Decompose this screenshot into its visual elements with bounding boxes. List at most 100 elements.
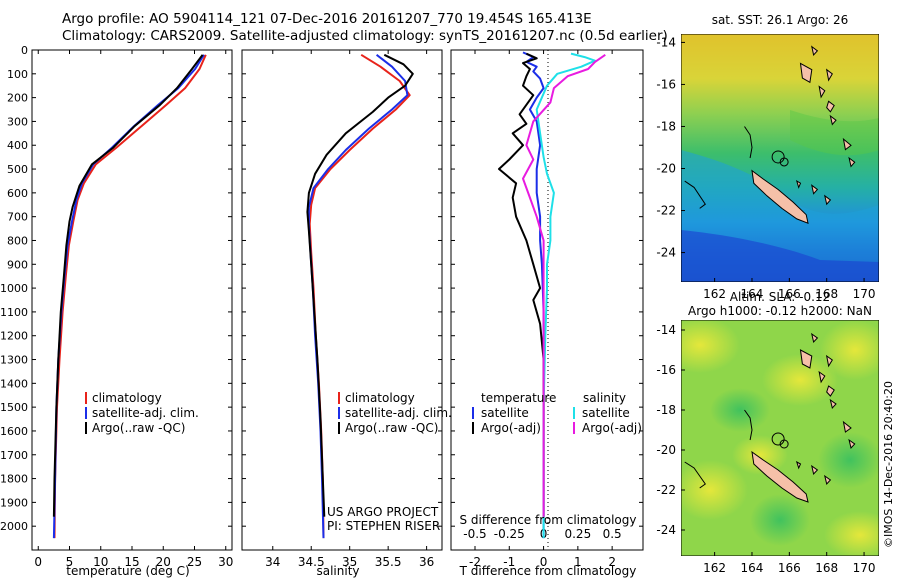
depth-tick-label: 1500 bbox=[0, 401, 28, 414]
sst-mid-water bbox=[790, 110, 879, 156]
loyalty-island bbox=[824, 474, 832, 486]
sst-lat-ticks: -14 -16 -18 -20 -22 -24 bbox=[656, 35, 685, 260]
depth-tick-label: 1900 bbox=[0, 496, 28, 509]
imos-credit: ©IMOS 14-Dec-2016 20:40:20 bbox=[882, 381, 895, 548]
lon-tick-label: 162 bbox=[703, 561, 726, 575]
difference-lines bbox=[498, 51, 606, 539]
sla-map-title1: Altim. SLA: -0.12 bbox=[730, 290, 830, 304]
sla-blob bbox=[818, 432, 879, 488]
depth-tick-label: 500 bbox=[7, 163, 28, 176]
vanuatu-island bbox=[818, 370, 826, 384]
sla-lon-ticks: 162 164 166 168 170 bbox=[703, 552, 876, 575]
lat-tick-label: -20 bbox=[656, 443, 676, 457]
x-tick-label: 36 bbox=[419, 555, 434, 569]
sst-lon-ticks: 162 164 166 168 170 bbox=[703, 278, 876, 301]
sla-lat-ticks: -14 -16 -18 -20 -22 -24 bbox=[656, 323, 685, 537]
vanuatu-island bbox=[842, 137, 852, 151]
depth-tick-label: 600 bbox=[7, 187, 28, 200]
legend-satellite-adj: satellite-adj. clim. bbox=[345, 406, 452, 420]
new-caledonia-island bbox=[751, 169, 809, 224]
legend-satellite-t: satellite bbox=[582, 406, 630, 420]
lon-tick-label: 170 bbox=[853, 287, 876, 301]
sla-map-panel: Altim. SLA: -0.12 Argo h1000: -0.12 h200… bbox=[656, 290, 879, 575]
vanuatu-island bbox=[818, 85, 826, 99]
legend-argo-t: Argo(-adj) bbox=[582, 421, 642, 435]
x-tick-label: 15 bbox=[124, 555, 139, 569]
x-tick-label: 10 bbox=[93, 555, 108, 569]
salinity-legend: climatology satellite-adj. clim. Argo(..… bbox=[338, 391, 452, 435]
sla-islands bbox=[684, 332, 856, 503]
project-credit: US ARGO PROJECT bbox=[327, 505, 439, 519]
sla-map-field bbox=[681, 320, 879, 556]
depth-tick-label: 1000 bbox=[0, 282, 28, 295]
lat-tick-label: -22 bbox=[656, 483, 676, 497]
sla-blob bbox=[750, 494, 810, 546]
vanuatu-island bbox=[799, 349, 813, 369]
sla-blob bbox=[824, 511, 879, 556]
temperature-panel: 0100200300400500600700800900100011001200… bbox=[0, 44, 233, 578]
lon-tick-label: 168 bbox=[815, 561, 838, 575]
x-tick-label: 0 bbox=[540, 555, 548, 569]
vanuatu-island bbox=[811, 332, 819, 344]
lon-tick-label: 166 bbox=[778, 287, 801, 301]
legend-satellite-s: satellite bbox=[481, 406, 529, 420]
x-tick-label: 34.5 bbox=[298, 555, 325, 569]
s-difference-label: S difference from climatology bbox=[460, 513, 637, 527]
x-tick-label: 35 bbox=[342, 555, 357, 569]
series-line-satellite_s bbox=[522, 51, 545, 539]
lat-tick-label: -14 bbox=[656, 35, 676, 49]
s-difference-tick-label: -0.25 bbox=[494, 527, 525, 541]
lat-tick-label: -20 bbox=[656, 162, 676, 176]
salinity-depth-ticks bbox=[242, 49, 442, 527]
legend-argo-s: Argo(-adj) bbox=[481, 421, 541, 435]
vanuatu-island bbox=[825, 354, 833, 368]
lon-tick-label: 166 bbox=[778, 561, 801, 575]
temperature-x-label: temperature (deg C) bbox=[66, 564, 189, 578]
series-line-argo_t bbox=[522, 53, 606, 517]
lat-tick-label: -22 bbox=[656, 204, 676, 218]
lat-tick-label: -24 bbox=[656, 246, 676, 260]
sla-blob bbox=[681, 460, 748, 520]
difference-legend: temperature salinity satellite satellite… bbox=[472, 391, 642, 435]
vanuatu-island bbox=[829, 114, 837, 126]
series-line-satellite_t bbox=[535, 52, 596, 539]
sla-blob bbox=[732, 435, 788, 475]
depth-tick-label: 1400 bbox=[0, 377, 28, 390]
legend-temperature-title: temperature bbox=[481, 391, 556, 405]
sla-map-title2: Argo h1000: -0.12 h2000: NaN bbox=[688, 304, 872, 318]
x-tick-label: -1 bbox=[503, 555, 515, 569]
loyalty-island bbox=[795, 460, 802, 470]
reef-outline bbox=[744, 409, 753, 441]
series-line-argo bbox=[306, 53, 414, 517]
lon-tick-label: 164 bbox=[741, 287, 764, 301]
series-line-argo bbox=[52, 54, 204, 517]
loyalty-island bbox=[824, 194, 832, 206]
vanuatu-island bbox=[848, 156, 856, 168]
lat-tick-label: -24 bbox=[656, 523, 676, 537]
lon-tick-label: 162 bbox=[703, 287, 726, 301]
sst-map-panel: sat. SST: 26.1 Argo: 26 162 164 166 168 170 … bbox=[656, 13, 879, 301]
legend-argo: Argo(..raw -QC) bbox=[92, 421, 185, 435]
float-position-marker bbox=[771, 150, 785, 164]
depth-tick-label: 1600 bbox=[0, 425, 28, 438]
depth-tick-label: 1200 bbox=[0, 330, 28, 343]
sst-cold-water bbox=[681, 230, 879, 282]
legend-satellite-adj: satellite-adj. clim. bbox=[92, 406, 199, 420]
sla-blob bbox=[762, 354, 838, 406]
t-difference-x-ticks: -2 -1 0 1 2 bbox=[469, 50, 616, 569]
vanuatu-island bbox=[825, 68, 833, 82]
x-tick-label: 35.5 bbox=[375, 555, 402, 569]
depth-tick-label: 1300 bbox=[0, 354, 28, 367]
depth-tick-label: 100 bbox=[7, 68, 28, 81]
s-difference-tick-label: 0.5 bbox=[603, 527, 622, 541]
sst-islands bbox=[684, 45, 856, 224]
salinity-axes-frame bbox=[241, 49, 443, 551]
reef-outline bbox=[744, 126, 753, 159]
sst-map-field bbox=[681, 34, 879, 282]
pi-credit: PI: STEPHEN RISER bbox=[327, 519, 440, 533]
lon-tick-label: 168 bbox=[815, 287, 838, 301]
x-tick-label: 34 bbox=[265, 555, 280, 569]
float-position-marker bbox=[779, 157, 789, 167]
sla-blob bbox=[710, 388, 770, 432]
